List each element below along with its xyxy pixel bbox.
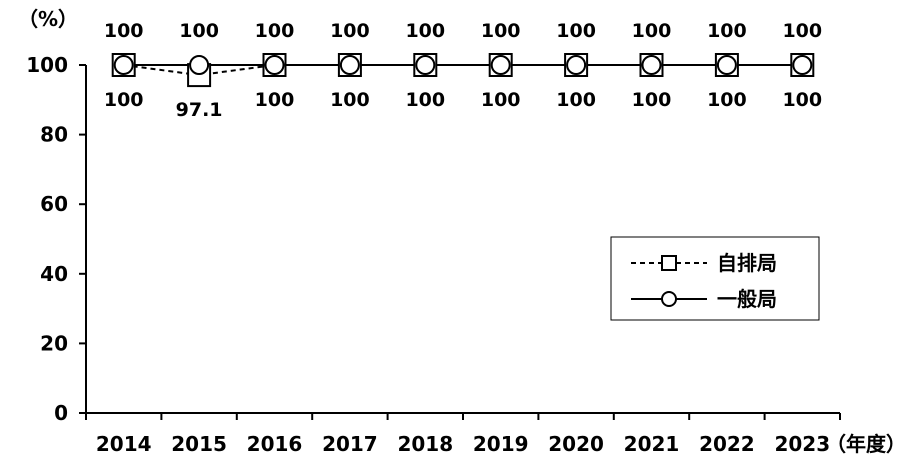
x-tick-label: 2017 <box>322 432 378 456</box>
data-point-circle <box>490 55 511 75</box>
data-point-circle <box>566 55 587 75</box>
y-axis-unit-label: （%） <box>18 7 78 31</box>
data-label: 100 <box>179 20 219 42</box>
y-tick-label: 60 <box>40 192 68 216</box>
x-tick-label: 2018 <box>397 432 453 456</box>
y-tick-label: 80 <box>40 123 68 147</box>
data-label: 100 <box>330 20 370 42</box>
data-label: 100 <box>556 20 596 42</box>
data-label: 100 <box>104 89 144 111</box>
data-point-circle <box>415 55 436 75</box>
x-tick-label: 2014 <box>96 432 152 456</box>
data-label: 100 <box>632 89 672 111</box>
x-tick-label: 2019 <box>473 432 529 456</box>
y-tick-label: 100 <box>26 53 68 77</box>
data-label: 97.1 <box>176 99 223 121</box>
axes: 0 20 40 60 80 100 2014 2015 2016 2017 2018 2019 2020… <box>26 53 841 456</box>
data-point-circle <box>264 55 285 75</box>
data-point-circle <box>641 55 662 75</box>
data-label: 100 <box>632 20 672 42</box>
data-point-circle <box>113 55 134 75</box>
data-point-circle <box>189 55 210 75</box>
data-label: 100 <box>782 89 822 111</box>
legend-label: 一般局 <box>717 287 777 311</box>
data-label: 100 <box>481 20 521 42</box>
data-label: 100 <box>556 89 596 111</box>
x-tick-label: 2022 <box>699 432 755 456</box>
data-point-circle <box>716 55 737 75</box>
data-point-circle <box>792 55 813 75</box>
data-labels: 100 97.1 100 100 100 100 100 100 100 100 100 100 100… <box>104 20 822 121</box>
data-label: 100 <box>707 20 747 42</box>
data-label: 100 <box>405 89 445 111</box>
legend-box <box>610 236 820 321</box>
x-tick-label: 2015 <box>171 432 227 456</box>
y-tick-label: 0 <box>54 401 68 425</box>
series-layer <box>111 53 815 88</box>
legend-circle-marker <box>661 291 677 307</box>
data-label: 100 <box>782 20 822 42</box>
y-tick-label: 40 <box>40 262 68 286</box>
data-label: 100 <box>405 20 445 42</box>
series-line-自排局 <box>123 64 803 77</box>
data-point-circle <box>339 55 360 75</box>
data-label: 100 <box>707 89 747 111</box>
x-axis-unit-label: （年度） <box>826 432 906 456</box>
legend-label: 自排局 <box>717 251 777 275</box>
legend-square-marker <box>661 255 677 271</box>
data-label: 100 <box>255 20 295 42</box>
x-tick-label: 2016 <box>247 432 303 456</box>
x-tick-label: 2021 <box>624 432 680 456</box>
data-label: 100 <box>104 20 144 42</box>
data-label: 100 <box>330 89 370 111</box>
x-tick-label: 2020 <box>548 432 604 456</box>
data-label: 100 <box>255 89 295 111</box>
x-tick-label: 2023 <box>774 432 830 456</box>
y-tick-label: 20 <box>40 331 68 355</box>
data-label: 100 <box>481 89 521 111</box>
